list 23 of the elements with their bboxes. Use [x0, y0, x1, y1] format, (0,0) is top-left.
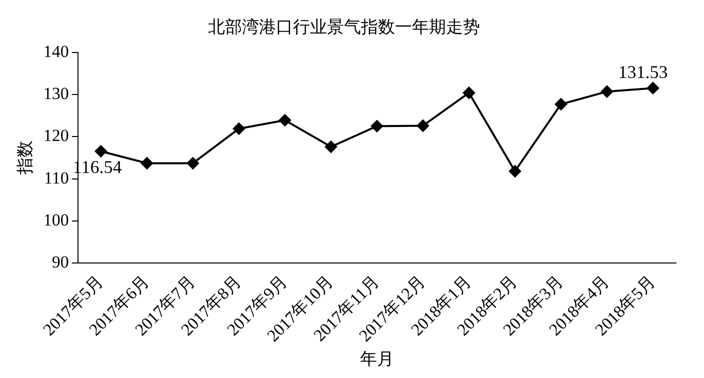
point: [324, 140, 337, 153]
point: [416, 120, 429, 132]
point: [554, 98, 567, 110]
y-tick-label: 90: [52, 252, 69, 272]
point: [186, 157, 199, 170]
y-tick-label: 140: [43, 42, 69, 61]
point: [232, 122, 245, 135]
point: [140, 157, 153, 170]
point: [94, 145, 107, 158]
y-tick-label: 100: [43, 210, 69, 230]
point: [462, 86, 475, 99]
point: [646, 82, 659, 94]
y-axis-title: 指数: [16, 140, 35, 176]
y-tick-label: 120: [43, 126, 69, 146]
x-axis-title: 年月: [360, 349, 394, 368]
point: [278, 114, 291, 126]
point: [508, 165, 521, 178]
y-tick-label: 110: [44, 168, 69, 188]
point: [370, 120, 383, 132]
data-label: 131.53: [618, 62, 668, 82]
point: [600, 86, 613, 98]
chart-title: 北部湾港口行业景气指数一年期走势: [208, 18, 480, 37]
y-tick-label: 130: [43, 84, 69, 104]
